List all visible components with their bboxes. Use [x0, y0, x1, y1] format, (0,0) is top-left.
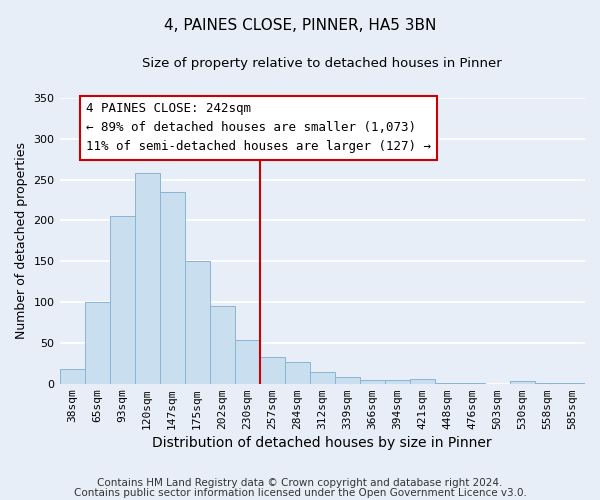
Bar — [160, 192, 185, 384]
Text: Contains HM Land Registry data © Crown copyright and database right 2024.: Contains HM Land Registry data © Crown c… — [97, 478, 503, 488]
Bar — [285, 362, 310, 384]
Bar — [260, 357, 285, 384]
Bar — [335, 377, 360, 384]
Text: 4, PAINES CLOSE, PINNER, HA5 3BN: 4, PAINES CLOSE, PINNER, HA5 3BN — [164, 18, 436, 32]
Y-axis label: Number of detached properties: Number of detached properties — [15, 142, 28, 340]
Bar — [410, 379, 435, 384]
Bar — [535, 383, 560, 384]
Bar — [460, 383, 485, 384]
Text: 4 PAINES CLOSE: 242sqm
← 89% of detached houses are smaller (1,073)
11% of semi-: 4 PAINES CLOSE: 242sqm ← 89% of detached… — [86, 102, 431, 154]
Bar — [560, 383, 585, 384]
Bar — [85, 302, 110, 384]
Bar — [59, 369, 85, 384]
X-axis label: Distribution of detached houses by size in Pinner: Distribution of detached houses by size … — [152, 436, 492, 450]
Bar — [385, 380, 410, 384]
Bar — [185, 262, 209, 384]
Bar — [510, 381, 535, 384]
Bar — [134, 173, 160, 384]
Bar — [209, 306, 235, 384]
Bar — [110, 216, 134, 384]
Title: Size of property relative to detached houses in Pinner: Size of property relative to detached ho… — [142, 58, 502, 70]
Text: Contains public sector information licensed under the Open Government Licence v3: Contains public sector information licen… — [74, 488, 526, 498]
Bar — [310, 372, 335, 384]
Bar — [435, 383, 460, 384]
Bar — [360, 380, 385, 384]
Bar — [235, 340, 260, 384]
